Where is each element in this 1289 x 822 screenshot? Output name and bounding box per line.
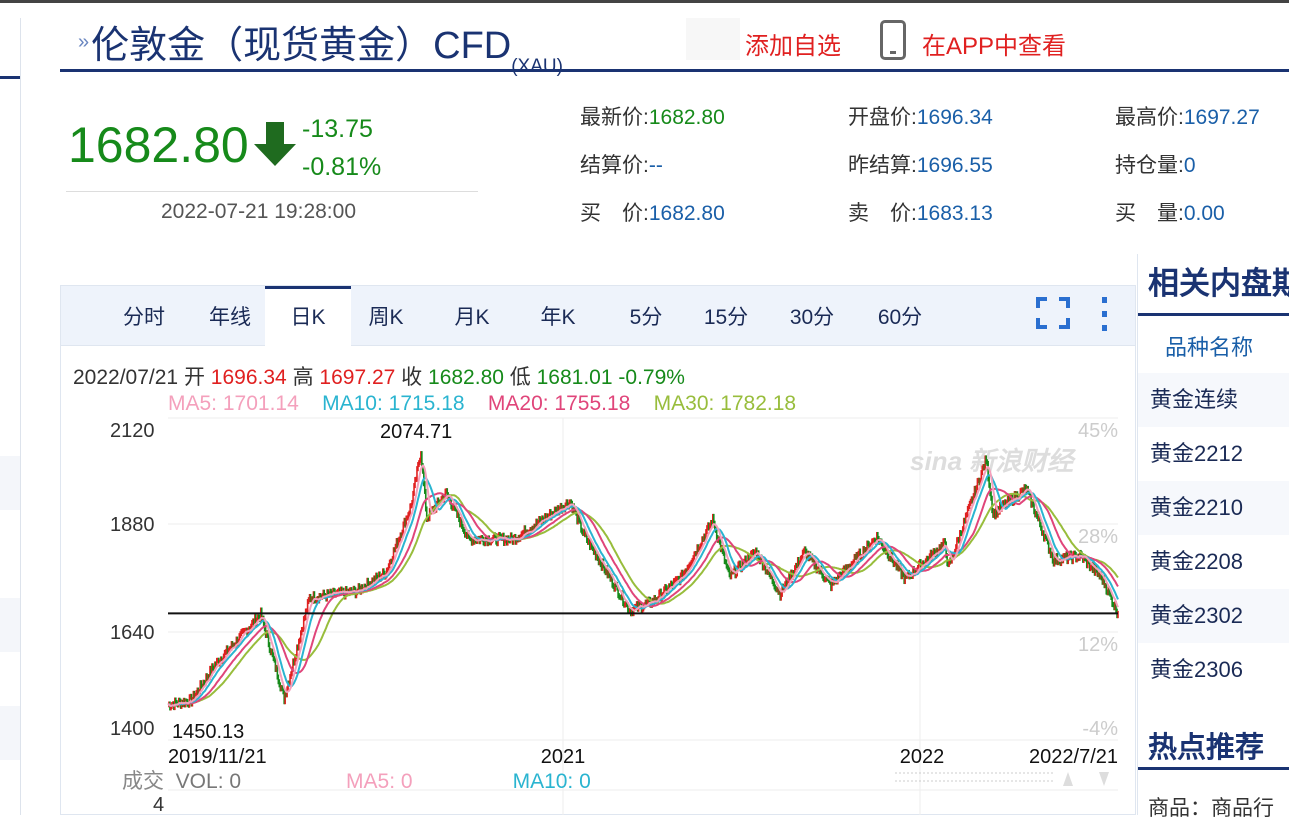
tab-1[interactable]: 年线 <box>209 306 251 329</box>
left-sidebar-row <box>0 706 20 760</box>
symbol-code: (XAU) <box>511 56 563 77</box>
related-title: 相关内盘期 <box>1148 266 1289 301</box>
change-value: -13.75 <box>302 115 373 143</box>
scroll-down-icon[interactable] <box>1099 772 1109 786</box>
quote-field: 开盘价:1696.34 <box>848 101 993 131</box>
tab-4[interactable]: 月K <box>454 306 490 329</box>
quote-field: 结算价:-- <box>580 149 663 179</box>
pct-value: -0.79% <box>618 366 685 389</box>
change-percent: -0.81% <box>302 153 382 181</box>
field-value: 1696.34 <box>916 106 993 129</box>
field-value: 1696.55 <box>916 154 993 177</box>
double-chevron-icon: » <box>78 31 90 53</box>
field-value: 1697.27 <box>1183 106 1260 129</box>
field-label: 开盘价: <box>848 106 917 129</box>
quote-field: 买 价:1682.80 <box>580 197 725 227</box>
scroll-up-icon[interactable] <box>1063 772 1073 786</box>
field-label: 最新价: <box>580 106 649 129</box>
divider <box>66 191 478 192</box>
left-sidebar-row <box>0 598 20 652</box>
field-label: 结算价: <box>580 154 649 177</box>
window-top-border <box>0 0 1289 3</box>
close-value: 1682.80 <box>428 366 504 389</box>
related-item[interactable]: 黄金2302 <box>1138 589 1289 643</box>
legend-ma10: MA10: 1715.18 <box>322 392 465 415</box>
open-label: 开 <box>183 366 205 389</box>
related-item[interactable]: 黄金2212 <box>1150 441 1243 466</box>
chart-scroll-control[interactable] <box>895 770 1110 786</box>
more-vertical-icon[interactable] <box>1100 297 1110 331</box>
related-item[interactable]: 黄金2306 <box>1150 657 1243 682</box>
hot-divider <box>1138 767 1289 770</box>
title-text: 伦敦金（现货黄金）CFD <box>91 25 512 67</box>
tab-6[interactable]: 5分 <box>629 306 663 329</box>
field-label: 卖 价: <box>848 202 917 225</box>
field-value: 1682.80 <box>648 202 725 225</box>
placeholder-box <box>686 18 740 60</box>
related-item[interactable]: 黄金连续 <box>1138 373 1289 427</box>
field-label: 持仓量: <box>1115 154 1184 177</box>
open-value: 1696.34 <box>210 366 287 389</box>
quote-field: 最新价:1682.80 <box>580 101 725 131</box>
quote-field: 昨结算:1696.55 <box>848 149 993 179</box>
vol-ma10: MA10: 0 <box>512 770 591 793</box>
quote-field: 卖 价:1683.13 <box>848 197 993 227</box>
field-label: 昨结算: <box>848 154 917 177</box>
current-price: 1682.80 <box>68 117 249 173</box>
field-value: 0 <box>1183 154 1196 177</box>
volume-label: 成交 <box>122 770 164 793</box>
tab-7[interactable]: 15分 <box>703 306 749 329</box>
ohlc-readout: 2022/07/21 开 1696.34 高 1697.27 收 1682.80… <box>73 361 685 391</box>
tab-5[interactable]: 年K <box>540 306 576 329</box>
related-column-header: 品种名称 <box>1165 335 1254 360</box>
close-label: 收 <box>401 366 423 389</box>
field-label: 买 量: <box>1115 202 1184 225</box>
left-sidebar-accent <box>0 76 20 79</box>
legend-ma30: MA30: 1782.18 <box>653 392 797 415</box>
hot-item[interactable]: 商品：商品行 <box>1148 797 1274 820</box>
left-sidebar-row <box>0 456 20 510</box>
header-divider <box>60 69 1289 72</box>
price-change: -13.75 -0.81% <box>302 110 381 186</box>
field-value: 0.00 <box>1183 202 1225 225</box>
tab-3[interactable]: 周K <box>368 306 404 329</box>
ohlc-date: 2022/07/21 <box>73 366 179 389</box>
quote-field: 最高价:1697.27 <box>1115 101 1260 131</box>
volume-axis-value: 4 <box>153 794 165 816</box>
field-label: 最高价: <box>1115 106 1184 129</box>
field-value: -- <box>648 154 663 177</box>
field-value: 1683.13 <box>916 202 993 225</box>
quote-field: 持仓量:0 <box>1115 149 1196 179</box>
legend-ma5: MA5: 1701.14 <box>168 392 299 415</box>
arrow-down-icon <box>254 122 296 166</box>
quote-time: 2022-07-21 19:28:00 <box>161 200 356 223</box>
quote-field: 买 量:0.00 <box>1115 197 1225 227</box>
low-label: 低 <box>509 366 531 389</box>
ma-legend: MA5: 1701.14 MA10: 1715.18 MA20: 1755.18… <box>168 392 796 416</box>
field-value: 1682.80 <box>648 106 725 129</box>
phone-icon[interactable] <box>880 20 906 60</box>
tab-9[interactable]: 60分 <box>877 306 923 329</box>
high-label: 高 <box>292 366 314 389</box>
chart-tabs: 分时 年线 日K 周K 月K 年K 5分 15分 30分 60分 <box>61 286 1135 347</box>
high-value: 1697.27 <box>319 366 396 389</box>
related-item[interactable]: 黄金2208 <box>1150 549 1243 574</box>
tab-0[interactable]: 分时 <box>123 306 165 329</box>
related-item[interactable]: 黄金2210 <box>1138 481 1289 535</box>
tab-8[interactable]: 30分 <box>789 306 835 329</box>
low-value: 1681.01 <box>536 366 613 389</box>
vol-value: VOL: 0 <box>175 770 242 793</box>
related-divider <box>1138 313 1289 316</box>
volume-readout: 成交 VOL: 0 MA5: 0 MA10: 0 <box>122 765 591 795</box>
left-sidebar-border <box>20 18 21 815</box>
view-in-app-button[interactable]: 在APP中查看 <box>922 33 1067 60</box>
tab-2[interactable]: 日K <box>265 286 351 347</box>
add-watchlist-button[interactable]: 添加自选 <box>745 33 841 60</box>
fullscreen-icon[interactable] <box>1036 297 1070 329</box>
hot-title: 热点推荐 <box>1148 732 1265 764</box>
vol-ma5: MA5: 0 <box>346 770 413 793</box>
legend-ma20: MA20: 1755.18 <box>487 392 631 415</box>
field-label: 买 价: <box>580 202 649 225</box>
related-panel <box>1137 254 1289 815</box>
